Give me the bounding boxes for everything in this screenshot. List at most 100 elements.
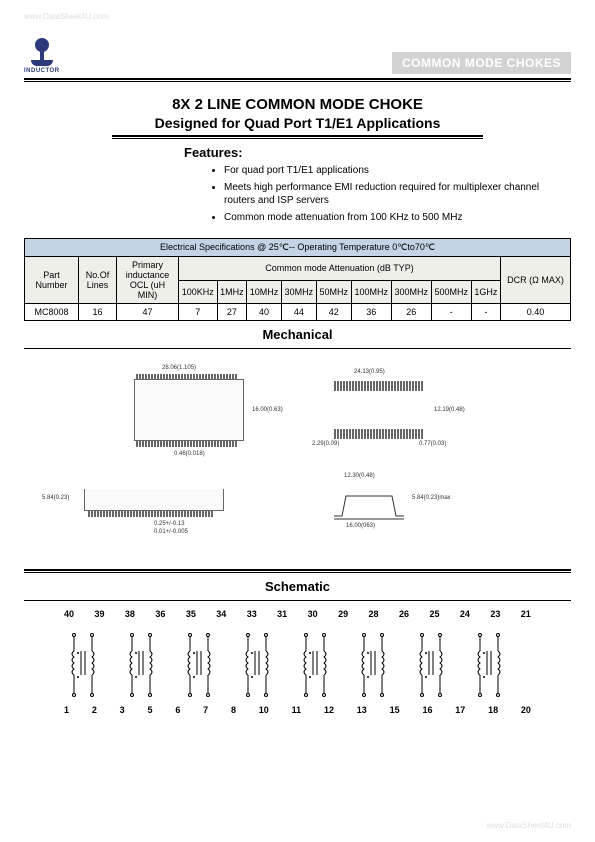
dim-d: 24.13(0.95)	[354, 369, 385, 375]
pin-label: 29	[338, 609, 348, 619]
cell-val: 36	[351, 304, 391, 321]
pin-label: 34	[216, 609, 226, 619]
cell-val: 27	[217, 304, 247, 321]
spec-header: Electrical Specifications @ 25℃-- Operat…	[25, 239, 571, 257]
freq-col: 1GHz	[471, 280, 500, 304]
features-list: For quad port T1/E1 applications Meets h…	[24, 164, 571, 224]
features-label: Features:	[24, 145, 571, 160]
header: INDUCTOR COMMON MODE CHOKES	[24, 38, 571, 74]
feature-item: Meets high performance EMI reduction req…	[224, 181, 571, 207]
pin-label: 38	[125, 609, 135, 619]
col-atten: Common mode Attenuation (dB TYP)	[179, 257, 501, 281]
pin-label: 26	[399, 609, 409, 619]
schematic-rule	[24, 600, 571, 601]
pin-label: 39	[94, 609, 104, 619]
cell-val: 44	[281, 304, 316, 321]
title-underline	[112, 135, 484, 139]
pins-bottom	[136, 441, 237, 447]
pin-label: 15	[390, 705, 400, 715]
pin-label: 11	[292, 705, 302, 715]
pin-label: 36	[155, 609, 165, 619]
watermark-bottom: www.DataSheet4U.com	[487, 821, 571, 830]
pin-label: 2	[92, 705, 97, 715]
freq-col: 300MHz	[391, 280, 431, 304]
logo-circle-icon	[35, 38, 49, 52]
pin-label: 31	[277, 609, 287, 619]
watermark-top: www.DataSheet4U.com	[24, 12, 108, 21]
pin-label: 30	[308, 609, 318, 619]
pin-label: 40	[64, 609, 74, 619]
feature-item: For quad port T1/E1 applications	[224, 164, 571, 177]
col-ocl: Primary inductance OCL (uH MIN)	[117, 257, 179, 304]
pin-numbers-top: 40 39 38 36 35 34 33 31 30 29 28 26 25 2…	[24, 609, 571, 619]
title-block: 8X 2 LINE COMMON MODE CHOKE Designed for…	[24, 96, 571, 139]
pin-label: 1	[64, 705, 69, 715]
pin-label: 12	[324, 705, 334, 715]
dim-a: 28.06(1.105)	[162, 365, 196, 371]
category-banner: COMMON MODE CHOKES	[392, 52, 571, 74]
pin-label: 13	[357, 705, 367, 715]
dim-e: 12.19(0.48)	[434, 407, 465, 413]
pin-label: 16	[422, 705, 432, 715]
dim-b: 16.00(0.63)	[252, 407, 283, 413]
pin-label: 7	[203, 705, 208, 715]
col-part: Part Number	[25, 257, 79, 304]
freq-col: 1MHz	[217, 280, 247, 304]
pin-label: 24	[460, 609, 470, 619]
pin-numbers-bottom: 1 2 3 5 6 7 8 10 11 12 13 15 16 17 18 20	[24, 705, 571, 715]
pin-label: 21	[521, 609, 531, 619]
pin-label: 28	[369, 609, 379, 619]
dim-m: 16.00(063)	[346, 523, 375, 529]
pin-label: 6	[175, 705, 180, 715]
footprint-top	[334, 381, 423, 391]
pins-top	[136, 374, 237, 380]
schematic-title: Schematic	[24, 579, 571, 594]
pin-label: 5	[147, 705, 152, 715]
package-top-view	[134, 379, 244, 441]
pin-label: 33	[247, 609, 257, 619]
cell-val: 40	[247, 304, 282, 321]
cell-part: MC8008	[25, 304, 79, 321]
pin-label: 10	[259, 705, 269, 715]
cell-dcr: 0.40	[501, 304, 571, 321]
cell-val: -	[471, 304, 500, 321]
col-dcr: DCR (Ω MAX)	[501, 257, 571, 304]
pin-label: 25	[429, 609, 439, 619]
side-view-left	[84, 489, 224, 511]
logo-text: INDUCTOR	[24, 68, 60, 74]
dim-l: 5.84(0.23)max	[412, 495, 451, 501]
logo: INDUCTOR	[24, 38, 60, 74]
pin-label: 3	[120, 705, 125, 715]
title-line2: Designed for Quad Port T1/E1 Application…	[24, 115, 571, 131]
dim-i: 0.25+/-0.13	[154, 521, 185, 527]
freq-col: 100MHz	[351, 280, 391, 304]
mechanical-drawings: 28.06(1.105) 16.00(0.63) 0.46(0.018) 24.…	[24, 359, 571, 559]
cell-val: -	[431, 304, 471, 321]
coil-row	[24, 625, 571, 705]
pin-label: 35	[186, 609, 196, 619]
freq-col: 10MHz	[247, 280, 282, 304]
mechanical-rule	[24, 348, 571, 349]
pin-label: 17	[455, 705, 465, 715]
schematic: 40 39 38 36 35 34 33 31 30 29 28 26 25 2…	[24, 609, 571, 759]
pin-label: 18	[488, 705, 498, 715]
dim-f: 2.29(0.09)	[312, 441, 339, 447]
pin-label: 8	[231, 705, 236, 715]
choke-symbols	[68, 625, 527, 705]
header-rule	[24, 78, 571, 82]
section-rule	[24, 569, 571, 573]
cell-val: 42	[316, 304, 351, 321]
mechanical-title: Mechanical	[24, 327, 571, 342]
cell-val: 26	[391, 304, 431, 321]
cell-val: 7	[179, 304, 218, 321]
freq-col: 50MHz	[316, 280, 351, 304]
logo-base-icon	[31, 60, 53, 66]
spec-table: Electrical Specifications @ 25℃-- Operat…	[24, 238, 571, 321]
cell-ocl: 47	[117, 304, 179, 321]
dim-j: 0.01+/-0.005	[154, 529, 188, 535]
dim-k: 12.30(0.48)	[344, 473, 375, 479]
footprint-bottom	[334, 429, 423, 439]
freq-col: 30MHz	[281, 280, 316, 304]
pin-label: 20	[521, 705, 531, 715]
cell-lines: 16	[79, 304, 117, 321]
